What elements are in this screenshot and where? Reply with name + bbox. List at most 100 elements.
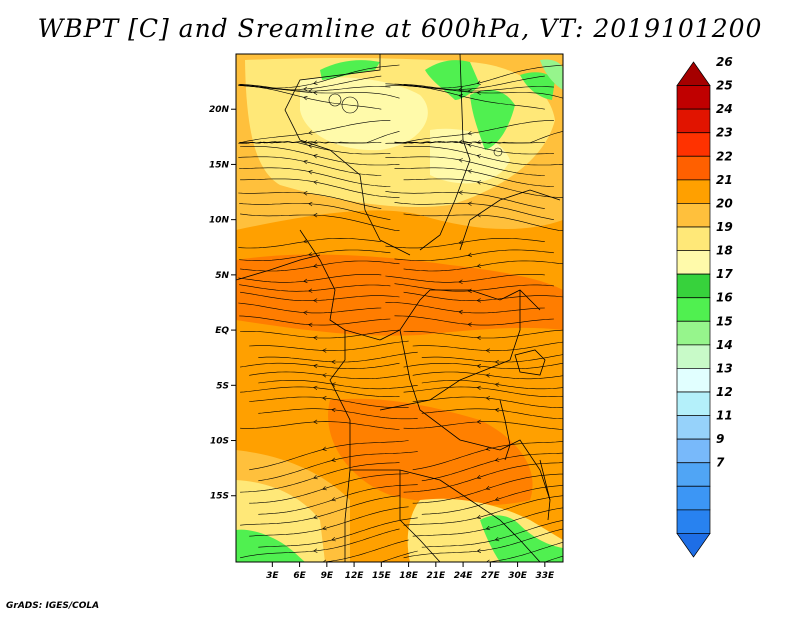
colorbar-label: 16 (716, 291, 733, 305)
streamline (421, 354, 563, 363)
colorbar-box (676, 85, 711, 110)
streamline (238, 274, 382, 283)
border-line (236, 254, 321, 281)
colorbar-label: 17 (716, 267, 733, 281)
streamline-arrow (303, 140, 308, 145)
streamline (240, 386, 400, 397)
streamline-arrow (467, 169, 472, 174)
circulation-loop (328, 93, 342, 107)
streamline-arrow (313, 154, 318, 159)
streamline (240, 462, 400, 493)
streamline (240, 362, 400, 370)
streamline (403, 291, 563, 301)
colorbar-label: 7 (716, 456, 725, 470)
lat-tick-label: 15N (209, 160, 230, 170)
warm-central-band (236, 254, 563, 336)
streamline (394, 83, 554, 92)
colorbar-box (676, 273, 711, 299)
streamline (421, 485, 563, 515)
colorbar-label: 13 (716, 361, 733, 375)
streamline-arrow (313, 363, 318, 369)
streamline-arrow (322, 348, 327, 353)
streamline-arrow (458, 240, 463, 245)
green-area-southeast (480, 515, 563, 562)
lon-tick-label: 6E (293, 571, 306, 581)
streamline-arrow (313, 90, 318, 95)
streamline (258, 380, 418, 390)
streamline-arrow (485, 525, 491, 531)
streamline (249, 396, 409, 408)
streamline-arrow (313, 213, 318, 218)
streamline-arrow (303, 191, 308, 196)
streamline (394, 249, 554, 261)
chart-title: WBPT [C] and Sreamline at 600hPa, VT: 20… (37, 14, 763, 43)
streamline (238, 192, 382, 209)
colorbar-box (676, 132, 711, 157)
colorbar-box (676, 226, 711, 251)
lon-tick-label: 33E (535, 571, 555, 581)
streamline (239, 167, 391, 187)
streamline-arrow (313, 298, 318, 303)
border-line (399, 329, 551, 501)
streamline (249, 371, 409, 379)
streamline (403, 146, 563, 166)
streamline (385, 141, 545, 144)
streamline-arrow (303, 96, 308, 101)
colorbar-box (676, 391, 711, 416)
streamline (403, 386, 563, 398)
streamline (240, 146, 400, 166)
streamline-arrow (476, 385, 481, 391)
streamline-arrow (494, 536, 500, 542)
streamline (240, 84, 400, 99)
streamline-arrow (485, 559, 490, 562)
streamline (412, 341, 563, 352)
streamline (421, 520, 563, 548)
streamline-arrow (303, 159, 308, 165)
colorbar-label: 11 (716, 409, 733, 423)
streamline (394, 315, 554, 326)
streamline-arrow (322, 373, 327, 378)
streamline (403, 362, 563, 369)
streamline-arrow (322, 559, 327, 562)
streamline-arrow (331, 457, 336, 462)
lon-tick-label: 3E (266, 571, 279, 581)
streamline-arrow (313, 548, 318, 553)
colorbar-box (676, 203, 711, 228)
colorbar-label: 12 (716, 385, 733, 399)
colorbar-label: 25 (716, 79, 733, 93)
lon-tick-label: 21E (426, 571, 446, 581)
streamline (394, 141, 554, 155)
streamline (239, 141, 391, 155)
streamline (238, 302, 382, 314)
streamline-arrow (494, 457, 500, 462)
colorbar-boxes (676, 61, 711, 558)
streamline-arrow (313, 385, 318, 391)
streamline (403, 528, 563, 559)
lat-tick-label: 15S (210, 492, 229, 502)
streamline (421, 408, 563, 420)
streamline-arrow (313, 80, 318, 85)
colorbar-label: 14 (716, 338, 733, 352)
wbpt-field (236, 54, 563, 562)
streamline (385, 302, 545, 314)
streamline (239, 84, 391, 92)
streamline (421, 380, 563, 390)
streamline-arrow (313, 474, 318, 480)
streamline-arrow (308, 252, 313, 257)
streamline-arrow (308, 322, 313, 327)
streamline-arrow (308, 170, 313, 175)
streamline (394, 202, 554, 220)
colorbar-box (676, 61, 711, 86)
streamline-arrow (476, 298, 481, 303)
streamline-arrow (308, 130, 313, 135)
colorbar-label: 18 (716, 244, 733, 258)
colorbar-labels: 26 25 24 23 22 21 20 19 18 17 16 15 14 13 12 11 9 7 (716, 55, 733, 470)
streamline-arrow (476, 548, 482, 553)
streamline (385, 85, 545, 110)
streamline-arrow (476, 180, 482, 185)
streamline (240, 329, 400, 339)
streamline-arrow (313, 180, 318, 185)
streamline (394, 120, 554, 144)
lon-tick-label: 12E (345, 571, 365, 581)
streamline (238, 85, 382, 110)
